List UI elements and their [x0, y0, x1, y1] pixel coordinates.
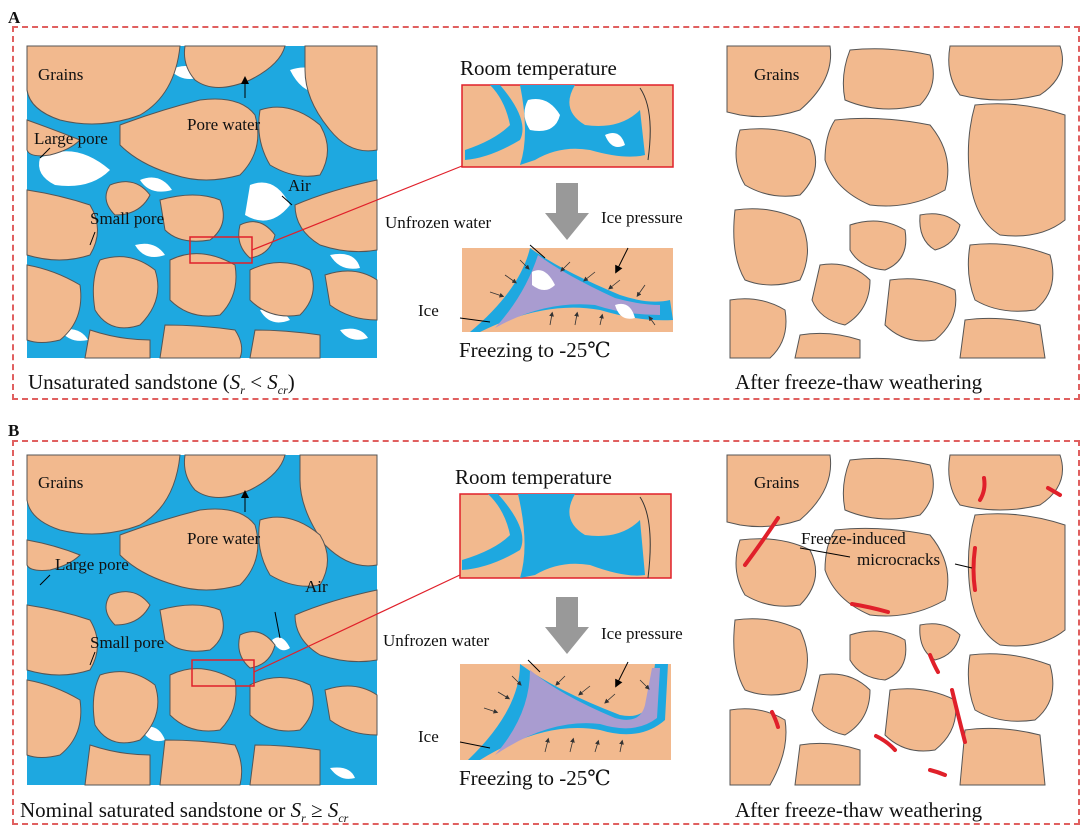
panel-a-cooling-arrow: [545, 183, 589, 240]
label-ice: Ice: [418, 301, 439, 320]
label-grains-right: Grains: [754, 65, 800, 84]
label-freezing: Freezing to -25℃: [459, 338, 611, 362]
label-ice-pressure: Ice pressure: [601, 624, 683, 643]
label-pore-water: Pore water: [187, 529, 261, 548]
label-ice-pressure: Ice pressure: [601, 208, 683, 227]
panel-b-room-temp-inset: [459, 493, 672, 579]
label-large-pore: Large pore: [55, 555, 129, 574]
panel-b-right-structure: [726, 454, 1066, 786]
label-large-pore: Large pore: [34, 129, 108, 148]
panel-a-room-temp-inset: [461, 84, 674, 168]
label-air: Air: [305, 577, 328, 596]
label-freezing: Freezing to -25℃: [459, 766, 611, 790]
label-small-pore: Small pore: [90, 209, 165, 228]
panel-a-right-structure: [726, 45, 1066, 359]
label-unfrozen-water: Unfrozen water: [385, 213, 492, 232]
caption-unsaturated-sandstone: Unsaturated sandstone (Sr < Scr): [28, 370, 295, 398]
label-unfrozen-water: Unfrozen water: [383, 631, 490, 650]
panel-a-freezing-inset: [459, 244, 673, 332]
label-grains: Grains: [38, 65, 84, 84]
label-grains-right: Grains: [754, 473, 800, 492]
label-microcracks-line2: microcracks: [857, 550, 941, 569]
label-microcracks-line1: Freeze-induced: [801, 529, 906, 548]
label-pore-water: Pore water: [187, 115, 261, 134]
label-ice: Ice: [418, 727, 439, 746]
caption-saturated-sandstone: Nominal saturated sandstone or Sr ≥ Scr: [20, 798, 349, 826]
label-room-temperature: Room temperature: [460, 56, 617, 80]
panel-a-frame: [12, 26, 1080, 400]
panel-letter-b: B: [8, 421, 20, 440]
panel-a-left-structure: [26, 45, 463, 359]
caption-after-weathering-b: After freeze-thaw weathering: [735, 798, 983, 822]
panel-b-cooling-arrow: [545, 597, 589, 654]
label-air: Air: [288, 176, 311, 195]
panel-b-left-structure: [26, 454, 463, 786]
label-small-pore: Small pore: [90, 633, 165, 652]
panel-b-microcracks: [743, 476, 1062, 777]
panel-b-freezing-inset: [459, 659, 671, 760]
caption-after-weathering-a: After freeze-thaw weathering: [735, 370, 983, 394]
label-grains: Grains: [38, 473, 84, 492]
panel-b-frame: [12, 440, 1080, 825]
panel-letter-a: A: [8, 8, 21, 27]
label-room-temperature: Room temperature: [455, 465, 612, 489]
